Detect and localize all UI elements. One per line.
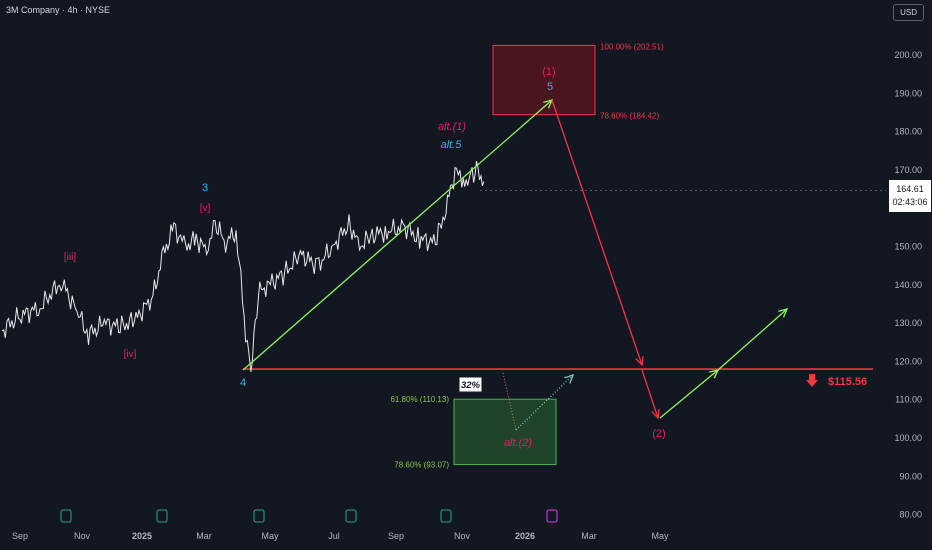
earnings-marker: [60, 509, 72, 523]
y-tick-label: 100.00: [894, 433, 922, 443]
alt-wave-dotted-down: [502, 372, 517, 431]
y-tick-label: 120.00: [894, 356, 922, 366]
y-tick-label: 140.00: [894, 280, 922, 290]
probability-label: 32%: [461, 380, 481, 391]
alt-wave-dotted-up-head: [564, 373, 575, 384]
x-tick-label: May: [261, 531, 279, 541]
wave-label: [v]: [200, 203, 211, 214]
wave-2-bottom-arrow: [641, 369, 659, 419]
wave-2-decline-arrow: [551, 99, 643, 366]
target-arrow-icon: [806, 374, 818, 387]
y-tick-label: 190.00: [894, 88, 922, 98]
earnings-marker: [440, 509, 452, 523]
probability-box: [458, 376, 483, 393]
x-tick-label: Mar: [581, 531, 597, 541]
chart-title: 3M Company · 4h · NYSE: [6, 5, 111, 15]
earnings-marker: [253, 509, 265, 523]
recovery-arrow-2: [717, 308, 788, 371]
x-tick-label: Jul: [328, 531, 340, 541]
target-price-label: $115.56: [828, 376, 867, 388]
last-price: 164.61: [896, 184, 924, 194]
wave-2-decline-arrow-head: [635, 355, 644, 367]
event-marker: [546, 509, 558, 523]
wave-label: (1): [542, 66, 555, 78]
x-tick-label: Sep: [388, 531, 404, 541]
wave-label: 5: [547, 81, 553, 93]
alt-wave-dotted-up: [515, 374, 574, 431]
fib-upper-top-label: 100.00% (202.51): [600, 42, 664, 51]
fib-zone-upper: [492, 44, 596, 116]
y-tick-label: 200.00: [894, 50, 922, 60]
wave-label: alt.5: [441, 139, 463, 151]
y-tick-label: 130.00: [894, 318, 922, 328]
fib-lower-bottom-label: 78.60% (93.07): [394, 461, 449, 470]
wave-label: [iii]: [64, 252, 76, 263]
wave-2-bottom-arrow-head: [651, 408, 660, 420]
earnings-marker: [156, 509, 168, 523]
fib-lower-top-label: 61.80% (110.13): [390, 395, 449, 404]
last-price-box: 164.61 02:43:06: [889, 180, 931, 212]
x-tick-label: 2025: [132, 531, 152, 541]
wave-label: alt.(2): [504, 437, 532, 449]
wave-label: 3: [202, 182, 208, 194]
currency-button[interactable]: USD: [893, 4, 924, 21]
x-tick-label: 2026: [515, 531, 535, 541]
wave-label: (2): [652, 428, 665, 440]
y-tick-label: 150.00: [894, 242, 922, 252]
wave-label: [iv]: [124, 349, 137, 360]
y-tick-label: 90.00: [899, 471, 922, 481]
x-tick-label: Mar: [196, 531, 212, 541]
y-tick-label: 80.00: [899, 510, 922, 520]
wave-5-projection-arrow: [242, 99, 553, 371]
fib-zone-lower: [453, 398, 557, 466]
x-tick-label: Sep: [12, 531, 28, 541]
wave-label: 4: [240, 377, 246, 389]
y-tick-label: 110.00: [895, 395, 922, 405]
earnings-marker: [345, 509, 357, 523]
fib-upper-bottom-label: 78.60% (184.42): [600, 112, 659, 121]
x-tick-label: May: [651, 531, 669, 541]
wave-label: alt.(1): [438, 121, 466, 133]
price-series-line: [1, 161, 485, 372]
y-tick-label: 180.00: [894, 127, 922, 137]
recovery-arrow-2-head: [778, 308, 789, 318]
y-tick-label: 170.00: [894, 165, 922, 175]
bar-countdown: 02:43:06: [892, 197, 928, 207]
recovery-arrow-1: [659, 369, 719, 419]
x-tick-label: Nov: [454, 531, 471, 541]
x-tick-label: Nov: [74, 531, 91, 541]
